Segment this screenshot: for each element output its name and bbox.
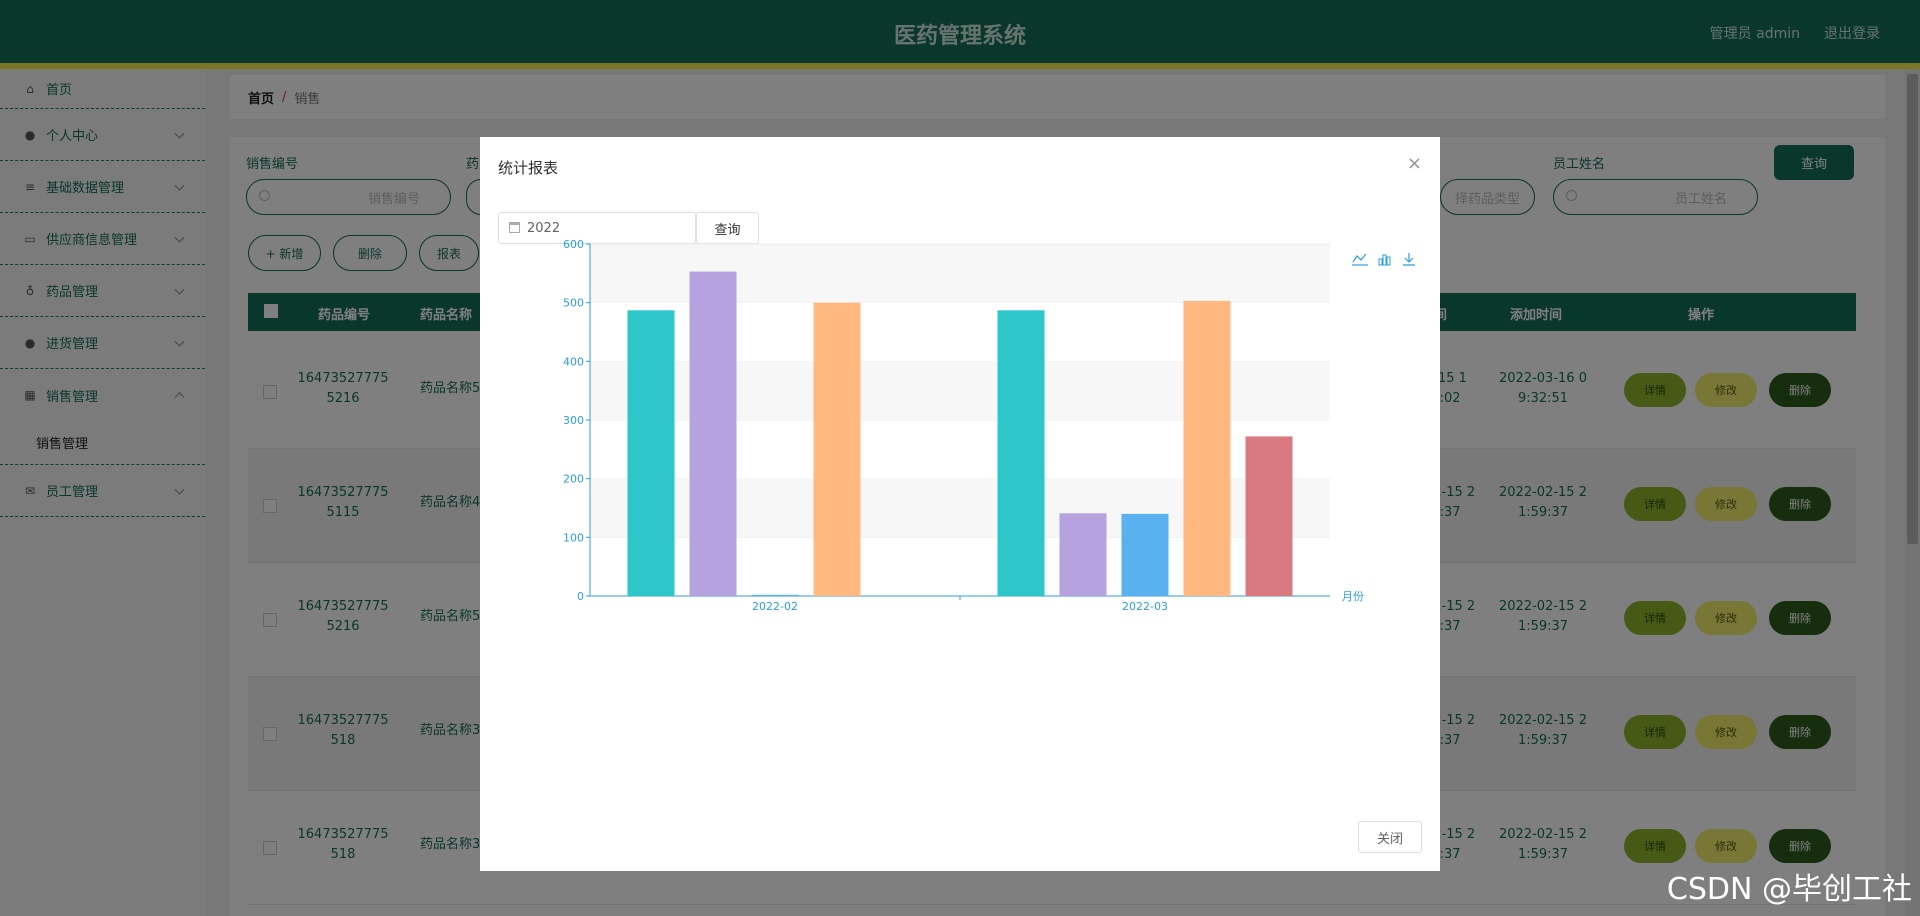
bar [1183, 300, 1231, 596]
calendar-icon [509, 222, 520, 233]
chart-bars [627, 271, 1293, 596]
bar [689, 271, 737, 596]
line-icon[interactable] [1352, 253, 1367, 263]
y-tick-label: 500 [563, 297, 584, 310]
bar [1121, 513, 1169, 596]
bar [1059, 513, 1107, 596]
dialog-title: 统计报表 [498, 159, 559, 177]
close-icon[interactable]: × [1406, 153, 1422, 174]
chart-toolbox [1352, 253, 1415, 266]
bar [997, 310, 1045, 596]
x-tick-label: 2022-03 [1122, 600, 1168, 613]
year-value: 2022 [527, 220, 561, 236]
download-icon[interactable] [1403, 253, 1415, 266]
y-tick-label: 600 [563, 238, 584, 251]
report-dialog: 统计报表 × 2022 查询 药品名称1药品名称3药品名称4药品名称5药品名称2… [480, 137, 1440, 871]
y-tick-label: 400 [563, 355, 584, 368]
sales-bar-chart: 药品名称1药品名称3药品名称4药品名称5药品名称2 01002003004005… [563, 238, 1415, 613]
bar [627, 310, 675, 596]
watermark: CSDN @毕创工社 [1666, 872, 1912, 907]
bar [813, 302, 861, 596]
y-tick-label: 100 [563, 531, 584, 544]
y-tick-label: 0 [577, 590, 584, 603]
bar-icon[interactable] [1382, 254, 1387, 266]
dialog-close-button[interactable]: 关闭 [1358, 821, 1422, 853]
bar-icon[interactable] [1378, 258, 1383, 266]
x-tick-label: 2022-02 [752, 600, 798, 613]
y-tick-label: 200 [563, 473, 584, 486]
y-tick-label: 300 [563, 414, 584, 427]
bar [1245, 436, 1293, 596]
x-axis-title: 月份 [1342, 590, 1364, 603]
bar-icon[interactable] [1386, 256, 1391, 266]
bar [751, 594, 799, 596]
